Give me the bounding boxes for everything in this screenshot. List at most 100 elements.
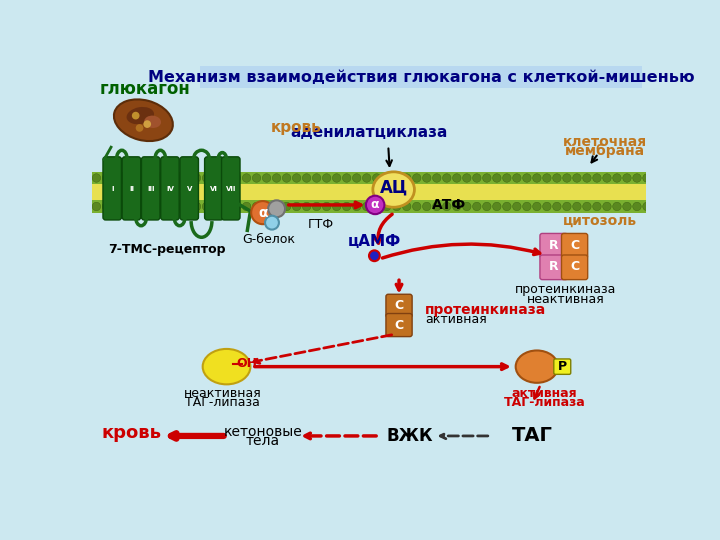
Circle shape <box>162 174 171 182</box>
Circle shape <box>402 202 411 211</box>
Circle shape <box>562 202 571 211</box>
Circle shape <box>333 174 341 182</box>
Text: АЦ: АЦ <box>379 178 408 196</box>
Text: АТФ: АТФ <box>432 198 467 212</box>
Circle shape <box>482 174 491 182</box>
FancyBboxPatch shape <box>386 314 412 336</box>
Ellipse shape <box>373 172 415 207</box>
Text: ОН: ОН <box>237 357 258 370</box>
Circle shape <box>323 174 331 182</box>
Text: протеинкиназа: протеинкиназа <box>426 302 546 316</box>
Circle shape <box>243 202 251 211</box>
Text: ГТФ: ГТФ <box>308 219 334 232</box>
Circle shape <box>553 202 561 211</box>
Text: V: V <box>186 186 192 192</box>
Circle shape <box>423 174 431 182</box>
Circle shape <box>135 124 143 132</box>
Circle shape <box>222 174 231 182</box>
Text: кровь: кровь <box>102 424 162 442</box>
Circle shape <box>243 174 251 182</box>
Circle shape <box>392 202 401 211</box>
FancyBboxPatch shape <box>540 233 567 258</box>
Circle shape <box>513 202 521 211</box>
Circle shape <box>382 202 391 211</box>
Text: цАМФ: цАМФ <box>348 234 401 249</box>
Circle shape <box>192 202 201 211</box>
Circle shape <box>443 174 451 182</box>
Text: G-белок: G-белок <box>243 233 295 246</box>
Circle shape <box>523 174 531 182</box>
Circle shape <box>252 202 261 211</box>
Circle shape <box>482 202 491 211</box>
Circle shape <box>212 174 221 182</box>
Text: цитозоль: цитозоль <box>563 213 637 227</box>
Circle shape <box>582 174 591 182</box>
Circle shape <box>302 174 311 182</box>
Circle shape <box>643 202 651 211</box>
Circle shape <box>623 202 631 211</box>
Circle shape <box>122 202 131 211</box>
Ellipse shape <box>516 350 558 383</box>
Circle shape <box>562 174 571 182</box>
Circle shape <box>143 202 150 211</box>
Circle shape <box>492 202 501 211</box>
Circle shape <box>102 174 111 182</box>
Text: VI: VI <box>210 186 217 192</box>
Text: клеточная: клеточная <box>563 135 647 149</box>
Circle shape <box>132 202 140 211</box>
Text: глюкагон: глюкагон <box>99 80 190 98</box>
Circle shape <box>433 202 441 211</box>
FancyBboxPatch shape <box>562 255 588 280</box>
Circle shape <box>182 174 191 182</box>
Circle shape <box>262 202 271 211</box>
FancyBboxPatch shape <box>141 157 160 220</box>
Text: C: C <box>395 319 404 332</box>
Circle shape <box>423 202 431 211</box>
Circle shape <box>582 202 591 211</box>
FancyBboxPatch shape <box>180 157 199 220</box>
Circle shape <box>462 174 471 182</box>
Circle shape <box>262 174 271 182</box>
Circle shape <box>252 174 261 182</box>
Circle shape <box>143 120 151 128</box>
Text: IV: IV <box>166 186 174 192</box>
Circle shape <box>312 174 321 182</box>
Circle shape <box>382 174 391 182</box>
Text: 7-ТМС-рецептор: 7-ТМС-рецептор <box>108 243 225 256</box>
Text: α: α <box>258 206 268 220</box>
Text: аденилатциклаза: аденилатциклаза <box>290 125 448 140</box>
Text: VII: VII <box>225 186 236 192</box>
Ellipse shape <box>114 99 173 141</box>
FancyBboxPatch shape <box>562 233 588 258</box>
Text: активная: активная <box>512 387 577 400</box>
Circle shape <box>162 202 171 211</box>
Circle shape <box>92 202 101 211</box>
Circle shape <box>593 174 601 182</box>
Circle shape <box>282 174 291 182</box>
Text: ТАГ-липаза: ТАГ-липаза <box>185 396 260 409</box>
Circle shape <box>102 202 111 211</box>
Circle shape <box>112 202 121 211</box>
Text: ТАГ-липаза: ТАГ-липаза <box>504 396 585 409</box>
Text: активная: активная <box>426 313 487 326</box>
Circle shape <box>366 195 384 214</box>
Text: C: C <box>570 260 579 273</box>
Text: II: II <box>129 186 134 192</box>
Circle shape <box>533 174 541 182</box>
Circle shape <box>233 202 240 211</box>
Text: α: α <box>371 198 379 212</box>
Text: I: I <box>111 186 114 192</box>
Circle shape <box>553 174 561 182</box>
Circle shape <box>172 174 181 182</box>
FancyBboxPatch shape <box>222 157 240 220</box>
Text: кетоновые: кетоновые <box>223 425 302 439</box>
Circle shape <box>172 202 181 211</box>
FancyBboxPatch shape <box>540 255 567 280</box>
Circle shape <box>265 215 279 230</box>
Circle shape <box>323 202 331 211</box>
FancyBboxPatch shape <box>161 157 179 220</box>
Bar <box>92 172 647 184</box>
Ellipse shape <box>127 107 154 124</box>
FancyBboxPatch shape <box>554 359 571 374</box>
Circle shape <box>503 174 511 182</box>
